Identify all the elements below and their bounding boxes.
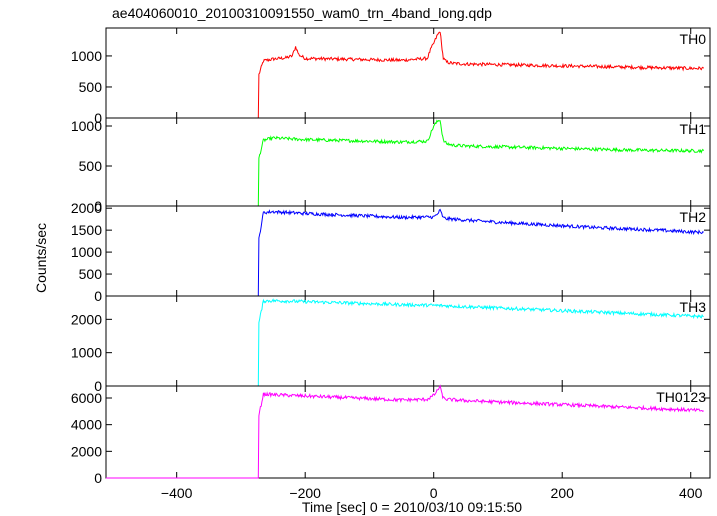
y-tick-label: 6000 [71, 390, 102, 406]
panel-frame [105, 295, 711, 387]
y-tick-label: 0 [94, 288, 102, 304]
y-tick-label: 0 [94, 378, 102, 394]
y-tick-label: 2000 [71, 200, 102, 216]
panel-frame [105, 385, 711, 479]
panel-label: TH0 [680, 31, 707, 47]
series-line-th3 [106, 298, 704, 387]
panel-frame [105, 205, 711, 297]
y-tick-label: 0 [94, 198, 102, 214]
y-tick-label: 500 [79, 158, 103, 174]
y-tick-label: 1000 [71, 345, 102, 361]
panel-label: TH0123 [656, 389, 706, 405]
y-tick-label: 500 [79, 266, 103, 282]
panel-th0: 0 500 1000 TH0 [71, 27, 711, 126]
series-line-th2 [106, 208, 704, 297]
panel-th2: 0 500 1000 1500 2000 TH2 [71, 200, 711, 304]
panel-th0123: 0 2000 4000 6000 TH0123 [71, 384, 711, 486]
y-tick-label: 0 [94, 110, 102, 126]
panel-frame [105, 27, 711, 119]
y-tick-label: 0 [94, 470, 102, 486]
y-tick-label: 1000 [71, 48, 102, 64]
series-line-th0 [106, 31, 704, 119]
panel-label: TH3 [680, 299, 707, 315]
panel-label: TH1 [680, 121, 707, 137]
x-tick-label: 0 [430, 485, 438, 501]
y-tick-label: 1000 [71, 244, 102, 260]
y-tick-label: 1500 [71, 222, 102, 238]
series-line-th0123 [106, 384, 704, 479]
panel-frame [105, 117, 711, 207]
y-tick-label: 2000 [71, 443, 102, 459]
panel-th3: 0 1000 2000 TH3 [71, 295, 711, 394]
y-tick-label: 4000 [71, 417, 102, 433]
y-tick-label: 1000 [71, 118, 102, 134]
y-tick-label: 2000 [71, 311, 102, 327]
x-tick-label: 400 [679, 485, 703, 501]
series-line-th1 [106, 119, 705, 207]
chart-title: ae404060010_20100310091550_wam0_trn_4ban… [112, 5, 492, 21]
x-tick-label: −400 [161, 485, 193, 501]
panel-label: TH2 [680, 209, 707, 225]
y-axis-label: Counts/sec [33, 223, 49, 293]
x-tick-label: −200 [289, 485, 321, 501]
x-tick-label: 200 [551, 485, 575, 501]
panel-th1: 0 500 1000 TH1 [71, 117, 711, 214]
x-axis-label: Time [sec] 0 = 2010/03/10 09:15:50 [302, 499, 522, 515]
y-tick-label: 500 [79, 79, 103, 95]
